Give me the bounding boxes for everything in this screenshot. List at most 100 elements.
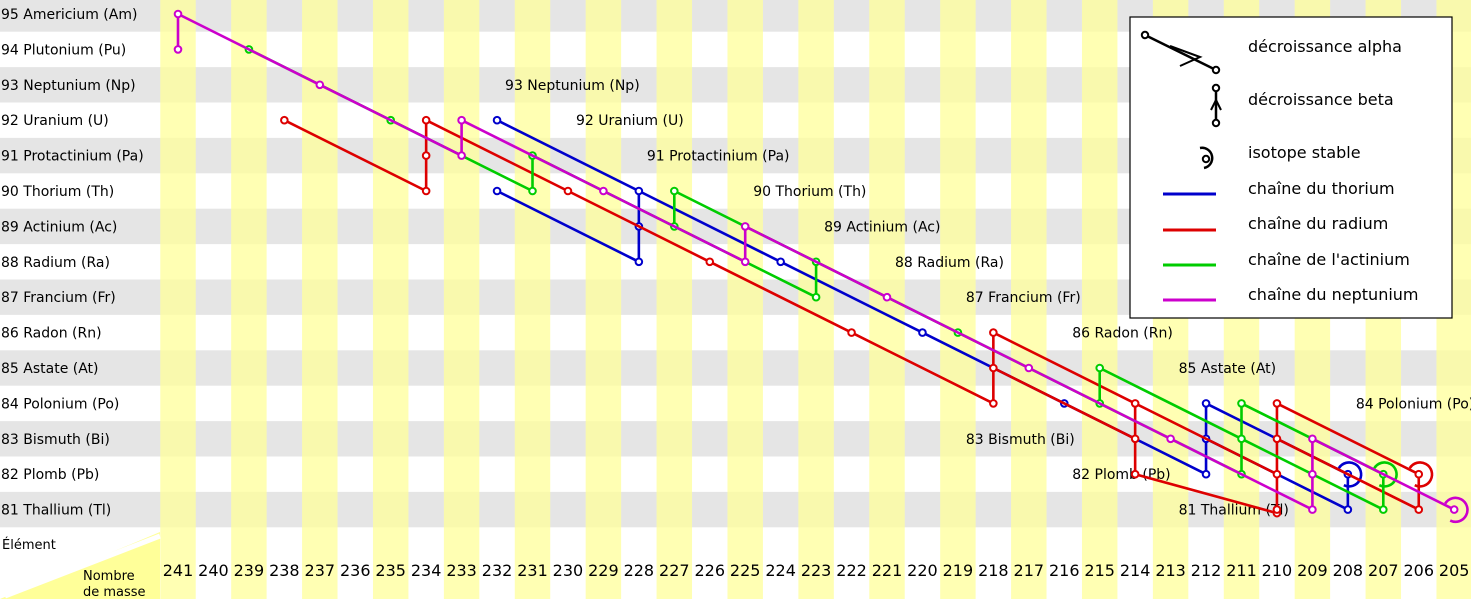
mass-number-label: 212 xyxy=(1191,561,1222,580)
mass-number-label: 241 xyxy=(163,561,194,580)
neptunium-nuclide-node xyxy=(1449,505,1459,514)
radium-nuclide-node xyxy=(847,328,856,337)
actinium-nuclide-node xyxy=(1237,399,1246,408)
radium-alpha-decay xyxy=(992,366,1137,441)
thorium-nuclide-node xyxy=(918,328,927,337)
mass-number-label: 239 xyxy=(234,561,265,580)
diagonal-element-label: 82 Plomb (Pb) xyxy=(1072,467,1170,483)
radium-alpha-decay xyxy=(1133,402,1279,476)
decay-chains xyxy=(173,9,1469,524)
thorium-alpha-decay xyxy=(495,189,641,264)
actinium-alpha-decay xyxy=(1098,366,1243,441)
legend-alpha-label: décroissance alpha xyxy=(1248,37,1402,56)
radium-nuclide-node xyxy=(421,186,431,196)
mass-number-label: 217 xyxy=(1014,561,1045,580)
element-label: 85 Astate (At) xyxy=(1,361,99,377)
legend-thorium-label: chaîne du thorium xyxy=(1248,179,1395,198)
column-stripe xyxy=(1011,0,1047,599)
mass-number-label: 237 xyxy=(305,561,336,580)
neptunium-nuclide-node xyxy=(1308,505,1317,514)
mass-number-label: 215 xyxy=(1084,561,1115,580)
element-label: 94 Plutonium (Pu) xyxy=(1,42,126,58)
chain-radium xyxy=(280,115,1434,518)
radium-nuclide-node xyxy=(1130,469,1140,479)
mass-number-label: 236 xyxy=(340,561,371,580)
corner-mass-label-2: de masse xyxy=(83,585,146,599)
column-stripe xyxy=(656,0,693,599)
actinium-nuclide-node xyxy=(1379,505,1388,514)
mass-number-label: 208 xyxy=(1333,561,1364,580)
mass-number-label: 211 xyxy=(1226,561,1257,580)
element-label: 91 Protactinium (Pa) xyxy=(1,149,144,165)
diagonal-element-label: 81 Thallium (Tl) xyxy=(1179,503,1289,519)
diagonal-element-label: 86 Radon (Rn) xyxy=(1072,326,1173,342)
neptunium-nuclide-node xyxy=(457,115,466,125)
diagonal-element-label: 92 Uranium (U) xyxy=(576,113,684,129)
column-stripe xyxy=(443,0,480,599)
radium-nuclide-node xyxy=(563,186,573,196)
mass-number-label: 233 xyxy=(446,561,477,580)
neptunium-alpha-decay xyxy=(1027,366,1172,441)
mass-number-label: 228 xyxy=(624,561,655,580)
legend: décroissance alpha décroissance beta iso… xyxy=(1129,16,1453,319)
mass-number-label: 234 xyxy=(411,561,442,580)
radium-nuclide-node xyxy=(1130,434,1140,444)
radium-nuclide-node xyxy=(989,328,998,337)
mass-number-label: 218 xyxy=(978,561,1009,580)
legend-radium-label: chaîne du radium xyxy=(1248,214,1388,233)
column-stripe xyxy=(514,0,551,599)
mass-number-label: 210 xyxy=(1262,561,1293,580)
neptunium-alpha-decay xyxy=(1169,437,1314,511)
element-label: 93 Neptunium (Np) xyxy=(1,78,136,94)
radium-nuclide-node xyxy=(1272,399,1282,408)
legend-stable-icon xyxy=(1199,146,1214,170)
thorium-nuclide-node xyxy=(634,186,644,196)
neptunium-nuclide-node xyxy=(457,151,466,160)
neptunium-nuclide-node xyxy=(173,9,183,19)
radium-nuclide-node xyxy=(1130,399,1140,408)
thorium-alpha-decay xyxy=(637,189,782,264)
legend-neptunium-label: chaîne du neptunium xyxy=(1248,285,1419,304)
actinium-nuclide-node xyxy=(1237,434,1246,444)
column-stripe xyxy=(372,0,409,599)
mass-number-label: 224 xyxy=(765,561,796,580)
element-label: 81 Thallium (Tl) xyxy=(1,503,111,519)
neptunium-alpha-decay xyxy=(318,83,463,157)
thorium-nuclide-node xyxy=(1343,505,1353,514)
mass-number-label: 214 xyxy=(1120,561,1151,580)
neptunium-nuclide-node xyxy=(315,80,325,90)
radium-nuclide-node xyxy=(1272,469,1282,479)
diagonal-element-label: 87 Francium (Fr) xyxy=(966,290,1081,306)
radium-nuclide-node xyxy=(989,399,998,408)
mass-number-label: 206 xyxy=(1403,561,1434,580)
mass-number-label: 207 xyxy=(1368,561,1399,580)
neptunium-nuclide-node xyxy=(740,257,750,267)
radium-alpha-decay xyxy=(850,331,995,405)
radium-nuclide-node xyxy=(421,115,431,125)
radium-alpha-decay xyxy=(1275,402,1421,476)
diagonal-element-label: 89 Actinium (Ac) xyxy=(824,219,940,235)
element-label: 84 Polonium (Po) xyxy=(1,396,119,412)
diagonal-element-label: 84 Polonium (Po) xyxy=(1356,396,1471,412)
diagonal-element-labels: 93 Neptunium (Np) 92 Uranium (U) 91 Protac… xyxy=(505,78,1471,519)
diagonal-element-label: 90 Thorium (Th) xyxy=(753,184,866,200)
neptunium-stable-isotope xyxy=(1444,496,1469,524)
element-label: 86 Radon (Rn) xyxy=(1,326,102,342)
mass-number-label: 231 xyxy=(517,561,548,580)
radium-alpha-decay xyxy=(566,189,712,264)
neptunium-nuclide-node xyxy=(599,186,608,196)
mass-number-label: 205 xyxy=(1439,561,1470,580)
neptunium-alpha-decay xyxy=(602,189,747,264)
element-label: 83 Bismuth (Bi) xyxy=(1,432,110,448)
radium-nuclide-node xyxy=(1272,505,1282,514)
mass-number-label: 209 xyxy=(1297,561,1328,580)
radium-nuclide-node xyxy=(1414,505,1424,514)
radium-alpha-decay xyxy=(1275,437,1421,511)
column-stripe xyxy=(302,0,338,599)
actinium-stable-isotope xyxy=(1373,461,1398,488)
column-stripe xyxy=(231,0,267,599)
diagonal-element-label: 93 Neptunium (Np) xyxy=(505,78,640,94)
axis-corner: Élément Nombre de masse xyxy=(0,532,161,599)
mass-number-label: 222 xyxy=(836,561,867,580)
